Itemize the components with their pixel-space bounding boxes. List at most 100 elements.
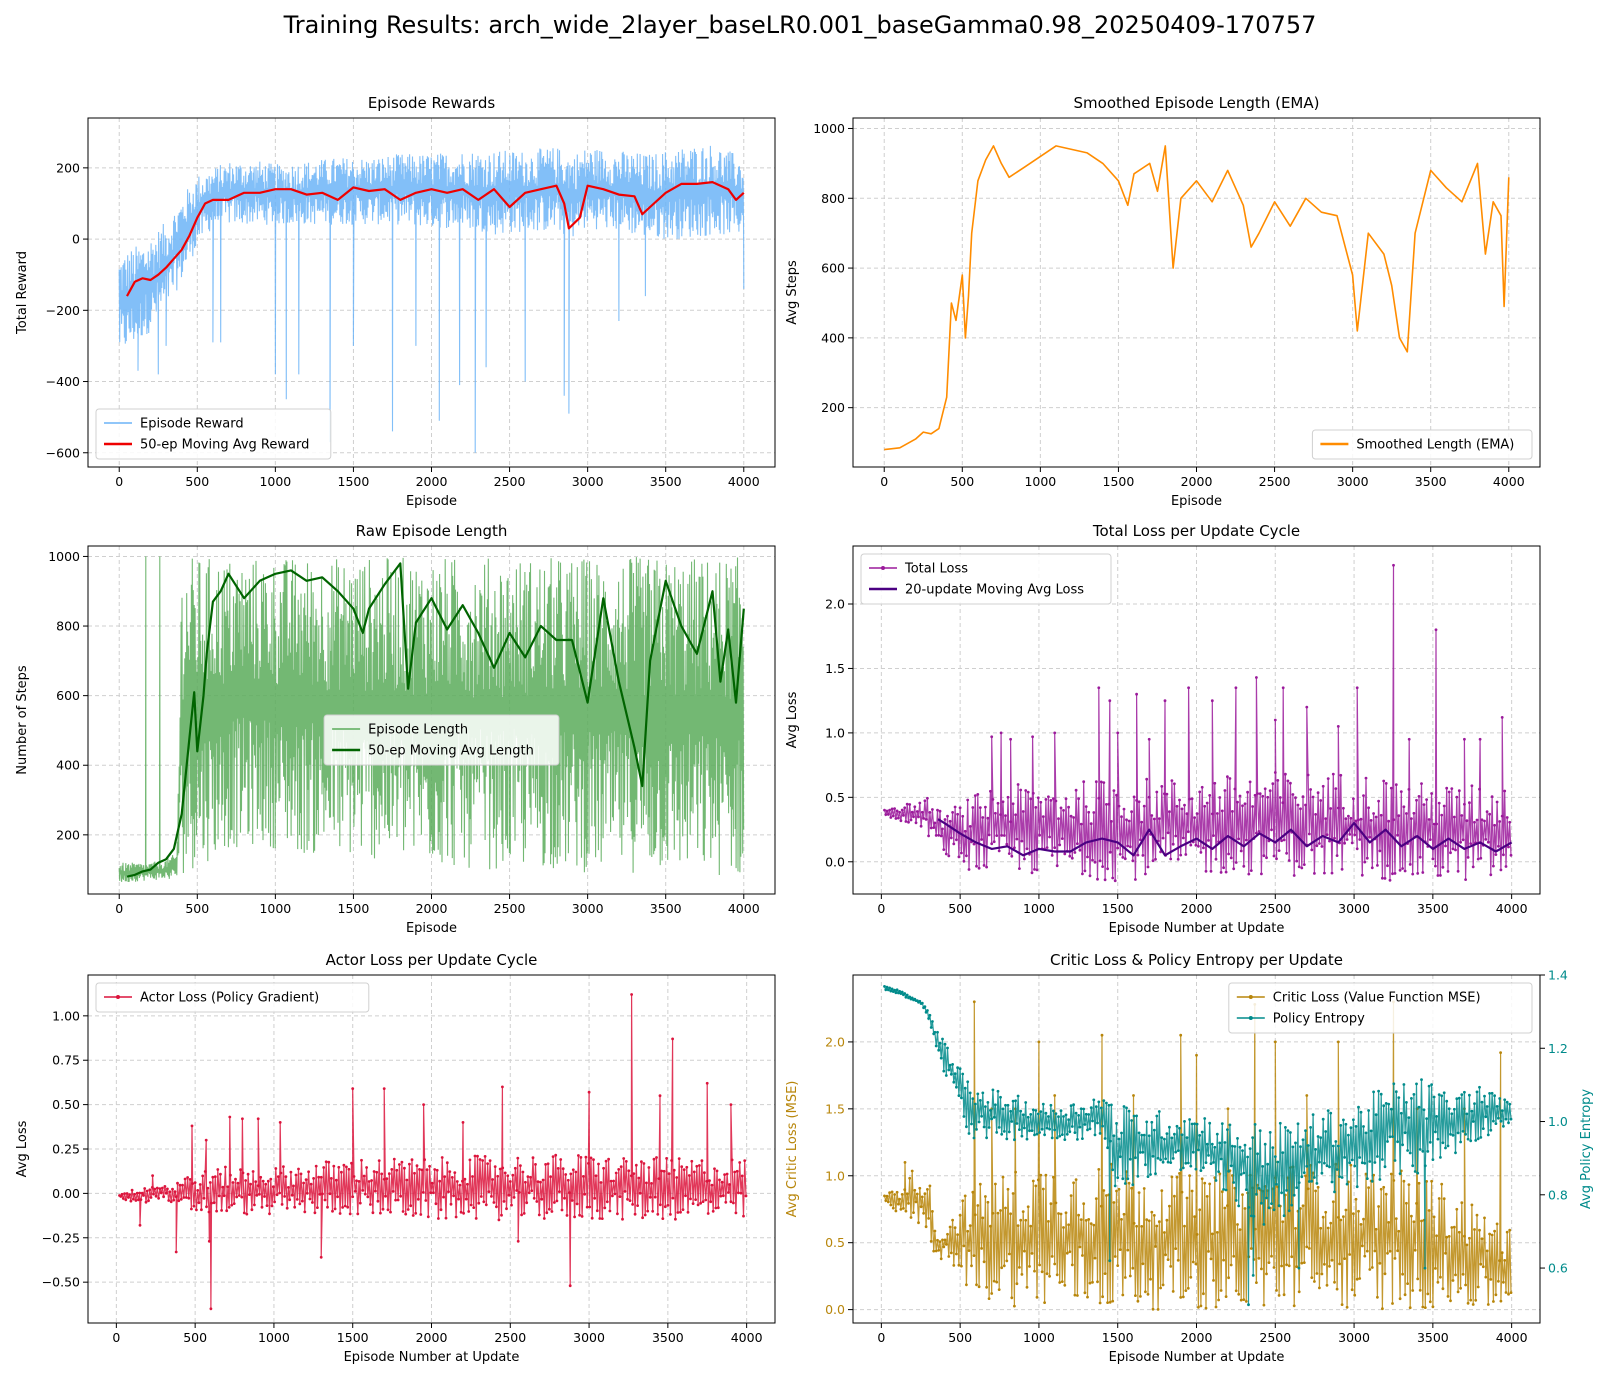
data-point — [1078, 848, 1082, 852]
data-point — [1151, 859, 1155, 863]
data-point — [1416, 1277, 1420, 1281]
data-point — [555, 1199, 559, 1203]
x-tick-label: 500 — [185, 474, 209, 489]
data-point — [1018, 1128, 1021, 1131]
plot-area — [118, 993, 748, 1311]
data-point — [1191, 1260, 1195, 1264]
data-point — [1286, 779, 1290, 783]
data-point — [1063, 1283, 1067, 1287]
data-point — [172, 1198, 176, 1202]
data-point — [617, 1168, 621, 1171]
data-point — [1370, 1266, 1374, 1269]
data-point — [951, 1063, 954, 1066]
data-point — [1437, 1093, 1441, 1096]
data-point — [584, 1155, 588, 1159]
data-point — [1360, 873, 1364, 877]
data-point — [347, 1167, 351, 1171]
data-point — [1060, 837, 1064, 840]
data-point — [1481, 1127, 1485, 1130]
data-point — [902, 1207, 905, 1210]
data-point — [1292, 874, 1296, 877]
data-point — [690, 1159, 694, 1163]
data-point — [1175, 804, 1179, 808]
data-point — [496, 1174, 500, 1178]
data-point — [1180, 1133, 1184, 1137]
data-point — [1258, 792, 1262, 796]
data-point — [1108, 699, 1112, 703]
data-point — [1185, 812, 1189, 816]
data-point — [527, 1191, 531, 1195]
data-point — [886, 988, 890, 992]
data-point — [898, 810, 901, 814]
data-point — [1033, 1133, 1036, 1137]
data-point — [1155, 1224, 1159, 1228]
data-point — [931, 808, 934, 811]
data-point — [738, 1161, 742, 1164]
x-axis-label: Episode Number at Update — [344, 1350, 520, 1365]
panel-title: Total Loss per Update Cycle — [1092, 522, 1300, 540]
data-point — [1074, 788, 1078, 792]
data-point — [319, 1175, 323, 1179]
data-point — [1277, 849, 1281, 852]
data-point — [1310, 848, 1314, 852]
data-point — [1314, 813, 1317, 816]
data-point — [1204, 1306, 1208, 1310]
data-point — [1146, 865, 1150, 869]
data-point — [1402, 1083, 1406, 1086]
panel-actor-loss: 0 500 1000 1500 2000 2500 3000 3500 4000−0.50−0.… — [15, 951, 776, 1365]
data-point — [1296, 803, 1300, 807]
data-point — [331, 1209, 334, 1213]
series-episode-reward — [118, 145, 745, 453]
data-point — [1469, 842, 1473, 845]
data-point — [918, 999, 922, 1003]
data-point — [608, 1209, 612, 1213]
data-point — [1064, 797, 1068, 801]
data-point — [453, 1171, 457, 1174]
data-point — [1323, 1161, 1326, 1165]
data-point — [228, 1115, 232, 1119]
data-point — [1363, 1161, 1367, 1165]
data-point — [563, 1196, 566, 1200]
data-point — [1224, 870, 1228, 874]
data-point — [1407, 788, 1411, 791]
legend-box — [95, 982, 370, 1013]
data-point — [1179, 1168, 1183, 1172]
data-point — [1417, 1181, 1421, 1185]
data-point — [1213, 1145, 1217, 1149]
data-point — [1173, 1194, 1176, 1198]
data-point — [1302, 1261, 1306, 1264]
data-point — [912, 1211, 915, 1214]
data-point — [888, 986, 891, 990]
data-point — [1057, 1115, 1060, 1119]
data-point — [904, 995, 908, 999]
data-point — [996, 1089, 1000, 1093]
data-point — [1449, 851, 1452, 855]
data-point — [1110, 820, 1113, 823]
data-point — [569, 1172, 573, 1176]
data-point — [443, 1175, 447, 1178]
y-tick-label: 0.25 — [52, 1142, 80, 1157]
data-point — [936, 1030, 939, 1034]
data-point — [1062, 1226, 1065, 1229]
data-point — [991, 1088, 995, 1092]
data-point — [1398, 1172, 1402, 1175]
data-point — [1115, 1189, 1118, 1193]
data-point — [1028, 1265, 1031, 1268]
data-point — [333, 1207, 337, 1211]
data-point — [313, 1211, 317, 1215]
data-point — [918, 1186, 922, 1190]
data-point — [900, 808, 904, 812]
data-point — [1072, 1103, 1075, 1107]
data-point — [1106, 1301, 1109, 1304]
data-point — [1291, 1145, 1295, 1149]
data-point — [1005, 1259, 1009, 1263]
data-point — [1164, 1253, 1167, 1257]
data-point — [166, 1187, 169, 1191]
data-point — [287, 1186, 290, 1189]
data-point — [1383, 1165, 1387, 1169]
data-point — [1484, 1275, 1488, 1279]
data-point — [977, 1120, 981, 1124]
data-point — [1020, 1273, 1024, 1276]
data-point — [541, 1178, 545, 1182]
